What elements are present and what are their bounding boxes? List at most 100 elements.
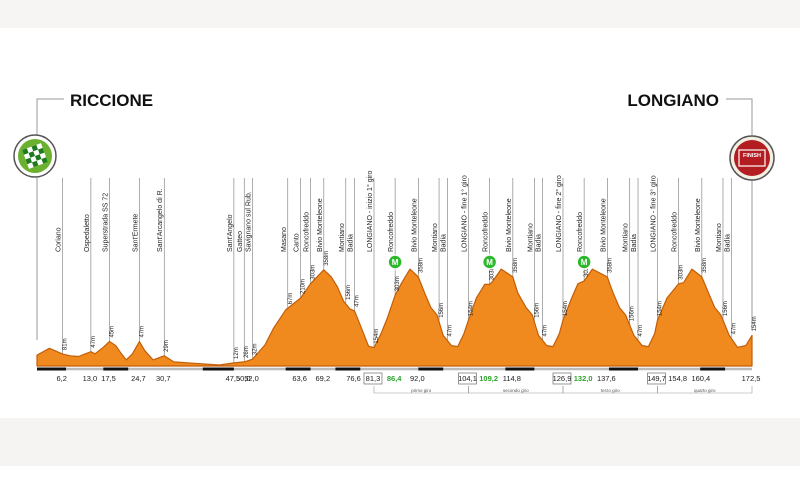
- finish-badge-label: FINISH: [743, 153, 761, 159]
- waypoint-altitude: 47m: [638, 325, 644, 337]
- waypoint-name: Roncofreddo: [577, 212, 584, 252]
- start-checkered-icon: [13, 134, 57, 178]
- waypoint-altitude: 303m: [584, 262, 590, 277]
- mountain-marker-icon: M: [387, 254, 403, 270]
- waypoint-altitude: 47m: [139, 326, 145, 338]
- waypoint-altitude: 156m: [346, 285, 352, 300]
- waypoint-name: LONGIANO - fine 2° giro: [555, 175, 563, 252]
- km-tick-label: 126,9: [553, 374, 572, 383]
- waypoint-name: LONGIANO - fine 1° giro: [460, 175, 468, 252]
- km-tick-label: 63,6: [292, 374, 307, 383]
- waypoint-name: Badia: [440, 234, 447, 252]
- km-tick-label: 50,0: [236, 374, 251, 383]
- waypoint-altitude: 358m: [418, 258, 424, 273]
- finish-badge-icon: FINISH: [729, 135, 775, 181]
- waypoint-altitude: 47m: [543, 325, 549, 337]
- waypoint-altitude: 67m: [288, 293, 294, 305]
- tick-box: [363, 372, 383, 385]
- waypoint-name: Badia: [724, 234, 731, 252]
- waypoint-altitude: 358m: [607, 258, 613, 273]
- tick-box: [647, 372, 666, 385]
- waypoint-altitude: 154m: [752, 316, 758, 331]
- waypoint-altitude: 210m: [301, 279, 307, 294]
- waypoint-name: Savignano sul Rub.: [246, 191, 253, 252]
- waypoint-altitude: 32m: [253, 344, 259, 356]
- waypoint-name: Roncofreddo: [388, 212, 395, 252]
- waypoint-name: Montiano: [716, 223, 723, 252]
- waypoint-altitude: 26m: [244, 346, 250, 358]
- waypoint-name: Sant'Arcangelo di R.: [157, 188, 164, 252]
- km-tick-label: 109,2: [479, 374, 498, 383]
- finish-town: LONGIANO: [627, 91, 719, 110]
- km-tick-label: 76,6: [346, 374, 361, 383]
- km-tick-label: 160,4: [691, 374, 710, 383]
- waypoint-altitude: 156m: [630, 306, 636, 321]
- km-tick-label: 149,7: [647, 374, 666, 383]
- waypoint-altitude: 156m: [439, 303, 445, 318]
- waypoint-name: Bivio Monteleone: [600, 198, 607, 252]
- km-tick-label: 30,7: [156, 374, 171, 383]
- waypoint-name: Montiano: [623, 223, 630, 252]
- waypoint-altitude: 154m: [657, 301, 663, 316]
- waypoint-name: Badia: [536, 234, 543, 252]
- km-tick-label: 104,1: [458, 374, 477, 383]
- waypoint-name: Bivio Monteleone: [506, 198, 513, 252]
- waypoint-name: Masano: [281, 227, 288, 252]
- waypoint-name: LONGIANO - inizio 1° giro: [366, 171, 374, 252]
- mountain-marker-label: M: [486, 258, 493, 267]
- km-tick-label: 172,5: [742, 374, 761, 383]
- start-frame-line: [36, 98, 64, 142]
- km-tick-label: 154,8: [668, 374, 687, 383]
- lap-bracket: [657, 386, 753, 394]
- bottom-band: [0, 418, 800, 466]
- km-tick-label: 13,0: [83, 374, 98, 383]
- waypoint-name: Superstrada SS 72: [103, 193, 110, 252]
- waypoint-altitude: 303m: [679, 265, 685, 280]
- lap-label: secondo giro: [503, 388, 529, 393]
- lap-label: quarto giro: [694, 388, 716, 393]
- waypoint-name: Roncofreddo: [483, 212, 490, 252]
- waypoint-altitude: 47m: [447, 325, 453, 337]
- waypoint-altitude: 47m: [355, 295, 361, 307]
- km-tick-label: 86,4: [387, 374, 402, 383]
- km-tick-label: 24,7: [131, 374, 146, 383]
- km-tick-label: 17,5: [101, 374, 116, 383]
- km-tick-label: 114,8: [503, 374, 521, 383]
- mountain-marker-icon: M: [481, 254, 498, 270]
- waypoint-name: Bivio Monteleone: [411, 198, 418, 252]
- start-town: RICCIONE: [70, 91, 153, 110]
- finish-frame-line: [726, 98, 753, 135]
- waypoint-name: Roncofreddo: [672, 212, 679, 252]
- waypoint-altitude: 47m: [731, 323, 737, 335]
- km-tick-label: 137,6: [597, 374, 616, 383]
- waypoint-name: Bivio Monteleone: [317, 198, 324, 252]
- waypoint-name: Montiano: [432, 223, 439, 252]
- waypoint-altitude: 154m: [468, 301, 474, 316]
- waypoint-altitude: 156m: [723, 301, 729, 316]
- waypoint-altitude: 29m: [164, 340, 170, 352]
- tick-box: [552, 372, 572, 385]
- waypoint-altitude: 358m: [702, 258, 708, 273]
- km-tick-label: 6,2: [56, 374, 66, 383]
- waypoint-name: Sant'Angelo: [227, 214, 234, 252]
- waypoint-altitude: 154m: [374, 329, 380, 344]
- waypoint-name: LONGIANO - fine 3° giro: [649, 175, 657, 252]
- km-tick-label: 132,0: [574, 374, 593, 383]
- waypoint-altitude: 303m: [311, 265, 317, 280]
- waypoint-name: Gatteo: [237, 231, 244, 252]
- waypoint-altitude: 47m: [91, 336, 97, 348]
- waypoint-altitude: 358m: [324, 251, 330, 266]
- waypoint-name: Montiano: [339, 223, 346, 252]
- waypoint-name: Bivio Monteleone: [695, 198, 702, 252]
- waypoint-name: Badia: [631, 234, 638, 252]
- km-tick-label: 69,2: [316, 374, 331, 383]
- lap-label: primo giro: [411, 388, 432, 393]
- waypoint-altitude: 156m: [534, 303, 540, 318]
- km-tick-label: 47,5: [226, 374, 241, 383]
- waypoint-name: Badia: [348, 234, 355, 252]
- waypoint-altitude: 81m: [63, 338, 69, 350]
- km-tick-label: 92,0: [410, 374, 425, 383]
- waypoint-name: Sant'Ermete: [132, 214, 139, 252]
- lap-label: terzo giro: [601, 388, 620, 393]
